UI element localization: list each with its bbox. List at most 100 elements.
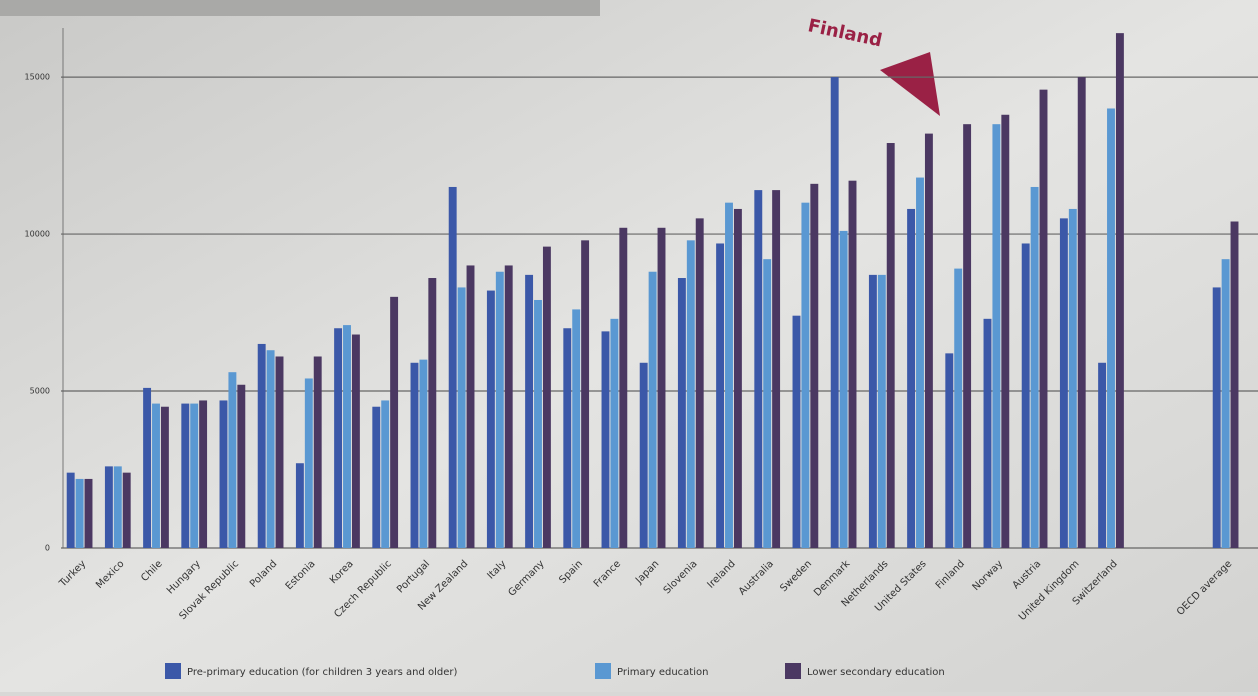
bar [716, 243, 724, 548]
bar [314, 356, 322, 548]
bar [449, 187, 457, 548]
bar [123, 473, 131, 548]
bar [887, 143, 895, 548]
bar [563, 328, 571, 548]
bar [487, 291, 495, 548]
bar [1022, 243, 1030, 548]
bar [869, 275, 877, 548]
legend-label: Pre-primary education (for children 3 ye… [187, 667, 457, 678]
bar [419, 360, 427, 548]
bar [428, 278, 436, 548]
bar [411, 363, 419, 548]
bar [343, 325, 351, 548]
bar [801, 203, 809, 548]
bar [334, 328, 342, 548]
y-tick-label: 5000 [30, 387, 50, 396]
bar [390, 297, 398, 548]
y-tick-label: 15000 [25, 73, 50, 82]
bar [1231, 222, 1239, 548]
bar [1098, 363, 1106, 548]
bar [954, 269, 962, 548]
bar [67, 473, 75, 548]
y-tick-label: 10000 [25, 230, 50, 239]
bar [572, 309, 580, 548]
bar [619, 228, 627, 548]
bar [725, 203, 733, 548]
bar [143, 388, 151, 548]
bar [1116, 33, 1124, 548]
legend-swatch [165, 663, 181, 679]
bar [267, 350, 275, 548]
bar [1222, 259, 1230, 548]
bar [105, 466, 113, 548]
bar [640, 363, 648, 548]
toolbar [0, 0, 600, 16]
bar [372, 407, 380, 548]
bar [810, 184, 818, 548]
bar [525, 275, 533, 548]
bar [649, 272, 657, 548]
bar [458, 287, 466, 548]
legend-label: Lower secondary education [807, 667, 945, 678]
bar [916, 178, 924, 548]
bar [534, 300, 542, 548]
chart: Finland Pre-primary education (for child… [0, 0, 1258, 692]
page: {"chart_data": {"type": "bar", "annotati… [0, 0, 1258, 692]
bar [1213, 287, 1221, 548]
bar [237, 385, 245, 548]
bar [849, 181, 857, 548]
bar [984, 319, 992, 548]
legend-swatch [595, 663, 611, 679]
bar [1078, 77, 1086, 548]
bar [831, 77, 839, 548]
bar [581, 240, 589, 548]
bar [181, 404, 189, 548]
bar [496, 272, 504, 548]
bar [754, 190, 762, 548]
bar [190, 404, 198, 548]
bar [276, 356, 284, 548]
bar [220, 400, 228, 548]
bar [793, 316, 801, 548]
y-tick-label: 0 [45, 544, 50, 553]
bar [678, 278, 686, 548]
bar [199, 400, 207, 548]
bar [992, 124, 1000, 548]
legend-label: Primary education [617, 667, 708, 678]
bar [687, 240, 695, 548]
bar [543, 247, 551, 548]
bar [505, 265, 513, 548]
bar [1001, 115, 1009, 548]
bar [610, 319, 618, 548]
bar [696, 218, 704, 548]
bar [1040, 90, 1048, 548]
bar [1060, 218, 1068, 548]
bar [925, 134, 933, 548]
bar [772, 190, 780, 548]
bar [161, 407, 169, 548]
bar [85, 479, 93, 548]
bar [352, 335, 360, 548]
bar [1031, 187, 1039, 548]
bar [258, 344, 266, 548]
bar [114, 466, 122, 548]
bar [763, 259, 771, 548]
bar [878, 275, 886, 548]
bar [945, 353, 953, 548]
bar [1069, 209, 1077, 548]
bar [734, 209, 742, 548]
legend-swatch [785, 663, 801, 679]
bar [228, 372, 236, 548]
bar [305, 378, 313, 548]
bar [381, 400, 389, 548]
bar [1107, 108, 1115, 548]
bar [658, 228, 666, 548]
bar [602, 331, 610, 548]
bar [840, 231, 848, 548]
bar [76, 479, 84, 548]
bar [152, 404, 160, 548]
bar [907, 209, 915, 548]
bar [296, 463, 304, 548]
bar [467, 265, 475, 548]
bar [963, 124, 971, 548]
